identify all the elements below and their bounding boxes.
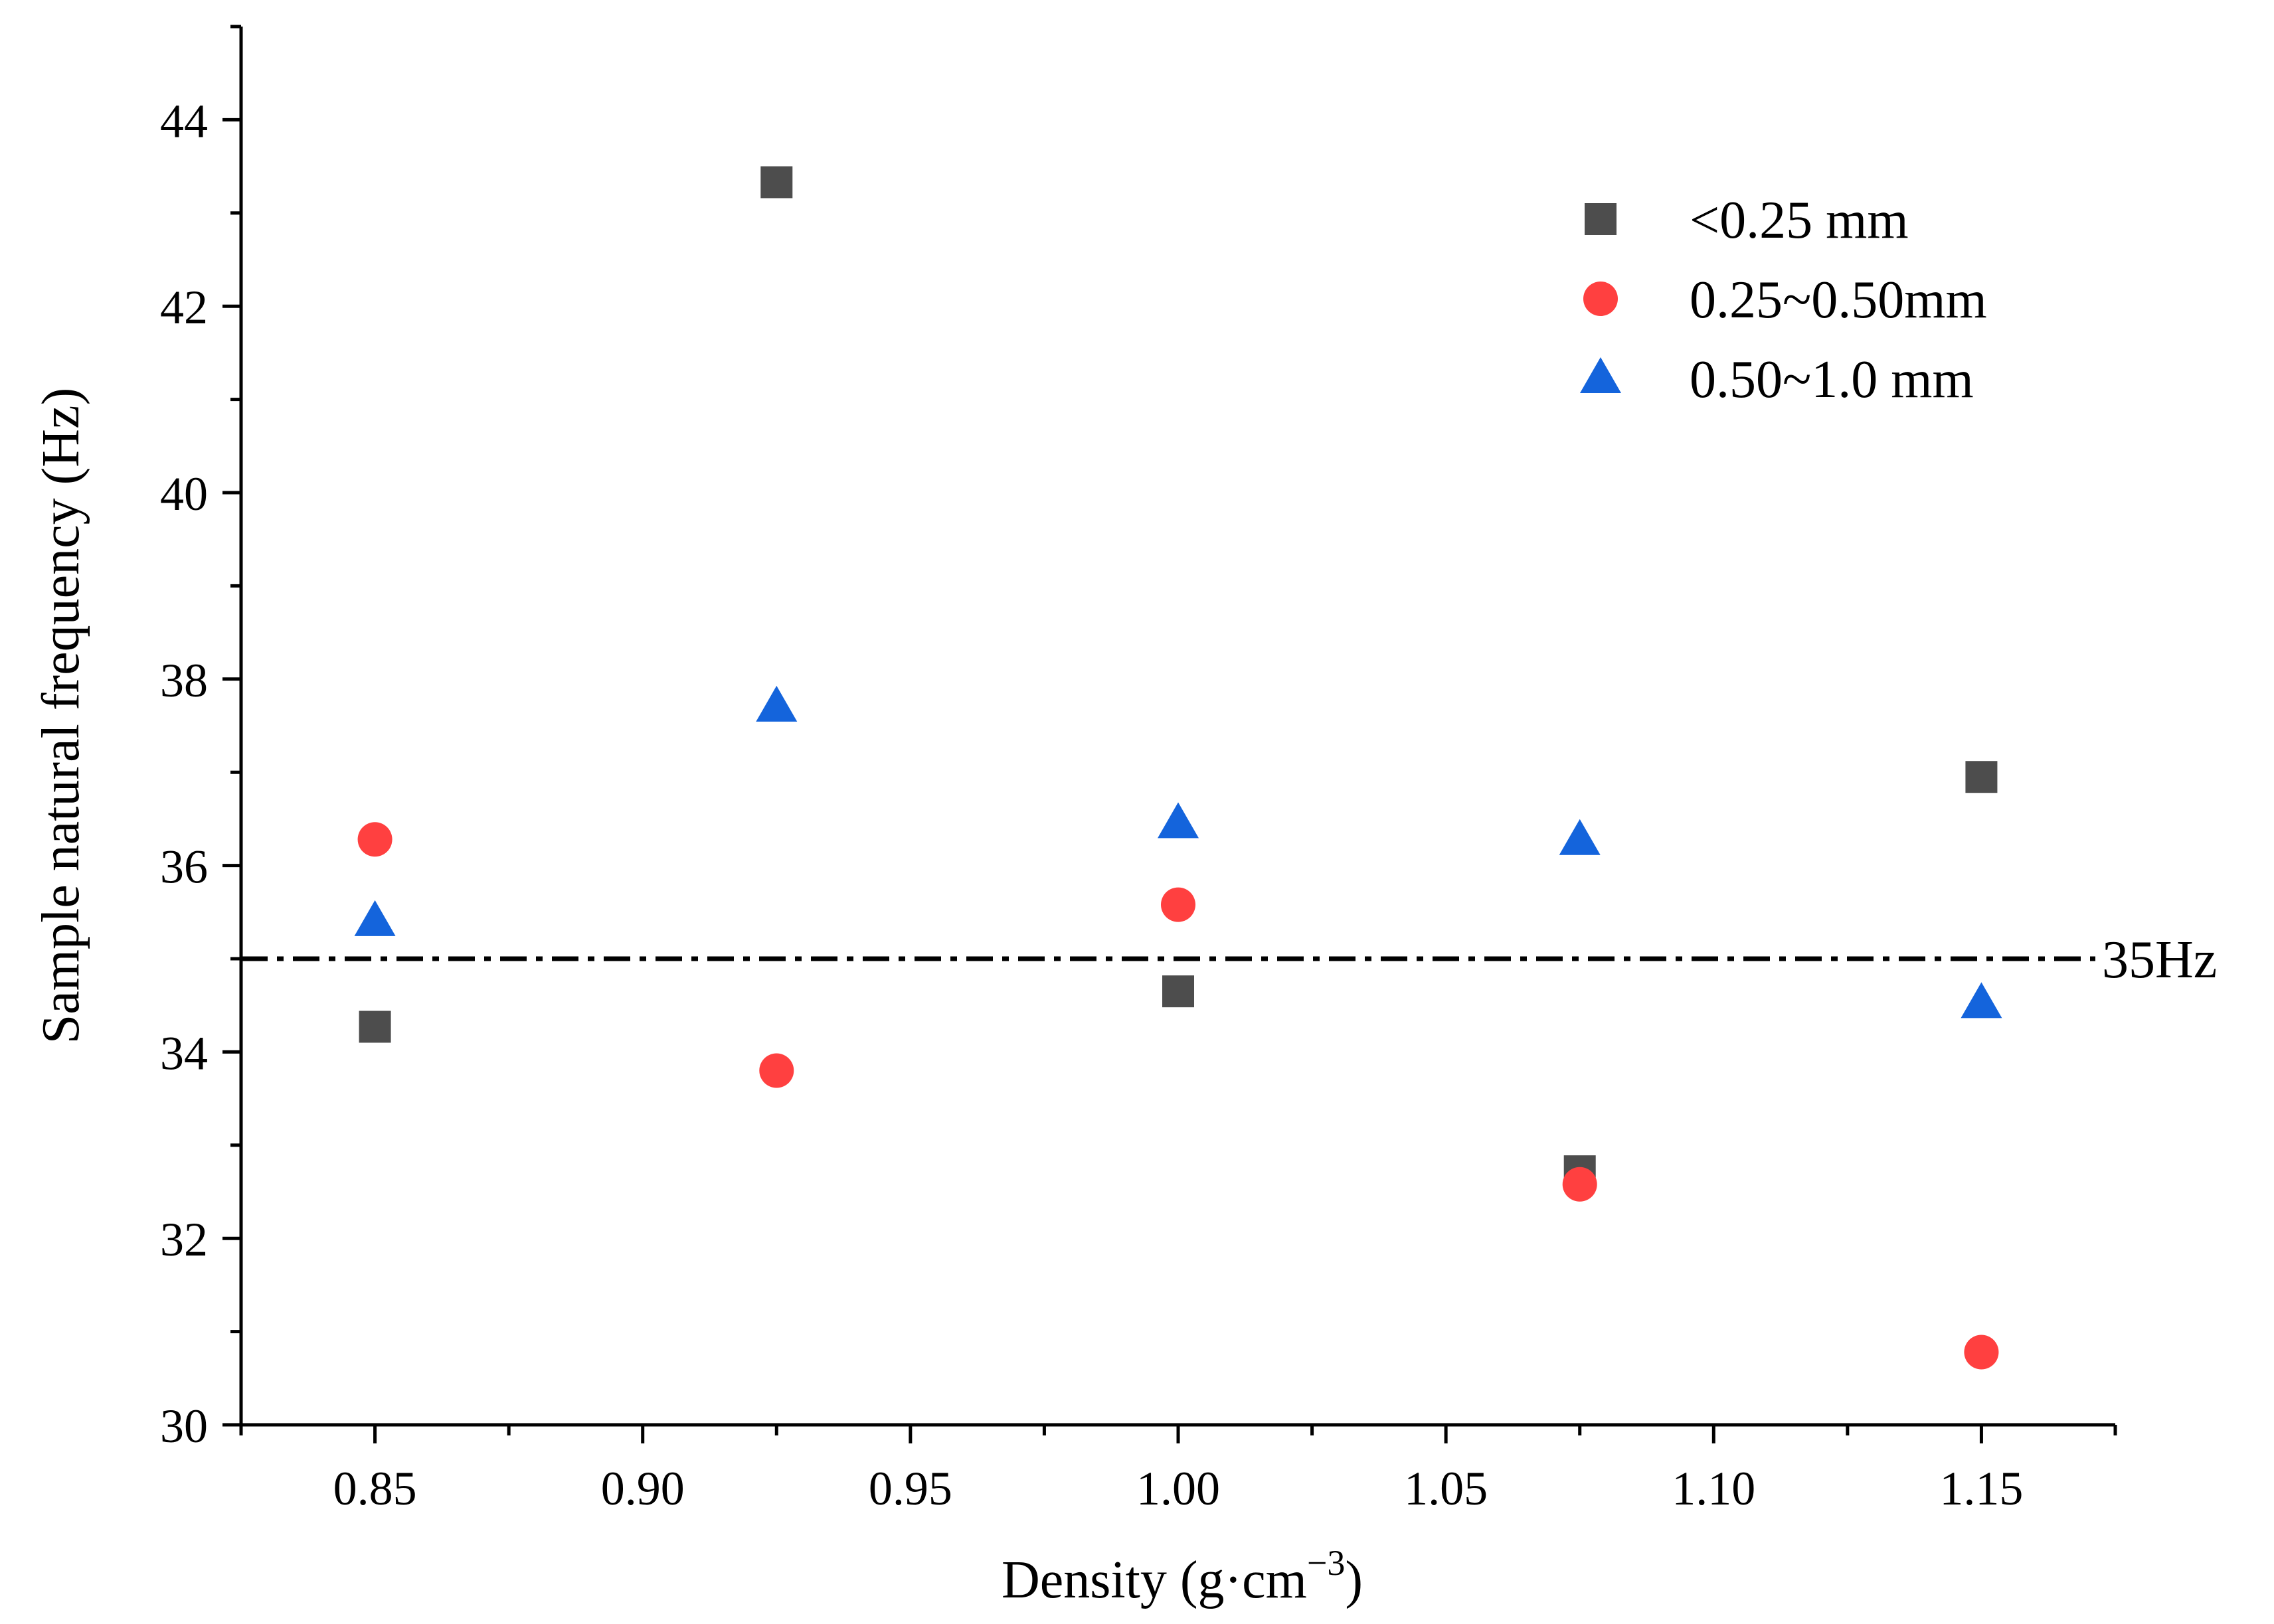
series-2-point [354,900,396,936]
reference-line-group: 35Hz [241,931,2217,989]
x-tick-label: 0.90 [601,1462,685,1515]
y-tick-label: 42 [160,281,208,334]
legend-marker-2 [1580,357,1621,393]
data-points [354,166,2002,1370]
legend-label-1: 0.25~0.50mm [1690,271,1987,329]
series-2-point [1158,802,1199,839]
series-0-point [760,166,793,199]
x-tick-label: 1.00 [1136,1462,1220,1515]
x-tick-label: 0.85 [333,1462,417,1515]
x-tick-label: 1.05 [1404,1462,1488,1515]
x-axis-title-main: Density (g·cm [1002,1551,1307,1609]
x-axis-title-suffix: ) [1345,1551,1363,1609]
series-2-point [756,685,798,722]
y-tick-label: 32 [160,1213,208,1266]
x-tick-label: 1.15 [1939,1462,2023,1515]
x-tick-label: 0.95 [869,1462,952,1515]
series-1-point [1562,1167,1597,1202]
legend-marker-1 [1583,282,1618,316]
legend-marker-0 [1585,203,1617,235]
x-tick-label: 1.10 [1672,1462,1755,1515]
series-1-point [357,822,393,857]
series-1-point [759,1053,794,1088]
ticks: 0.85 0.90 0.95 1.00 1.05 1.10 1.15 30 32 34 36 38 40… [160,25,2117,1515]
y-tick-label: 36 [160,841,208,894]
y-tick-label: 30 [160,1400,208,1453]
series-0-point [1965,761,1998,793]
y-tick-label: 38 [160,654,208,707]
series-1-point [1161,887,1195,922]
legend: <0.25 mm 0.25~0.50mm 0.50~1.0 mm [1580,191,1987,409]
series-2-point [1961,982,2002,1018]
reference-line-label: 35Hz [2102,931,2217,989]
legend-label-0: <0.25 mm [1690,191,1909,250]
x-axis-title-superscript: −3 [1307,1543,1345,1583]
y-tick-label: 34 [160,1026,208,1080]
series-0-point [359,1011,391,1043]
x-axis-title: Density (g·cm−3) [1002,1543,1363,1609]
series-0-point [1162,975,1194,1008]
series-2-point [1559,819,1601,855]
y-tick-label: 40 [160,467,208,521]
y-axis-title: Sample natural frequency (Hz) [32,388,90,1044]
y-tick-label: 44 [160,94,208,147]
series-1-point [1964,1335,1999,1370]
legend-label-2: 0.50~1.0 mm [1690,351,1974,409]
